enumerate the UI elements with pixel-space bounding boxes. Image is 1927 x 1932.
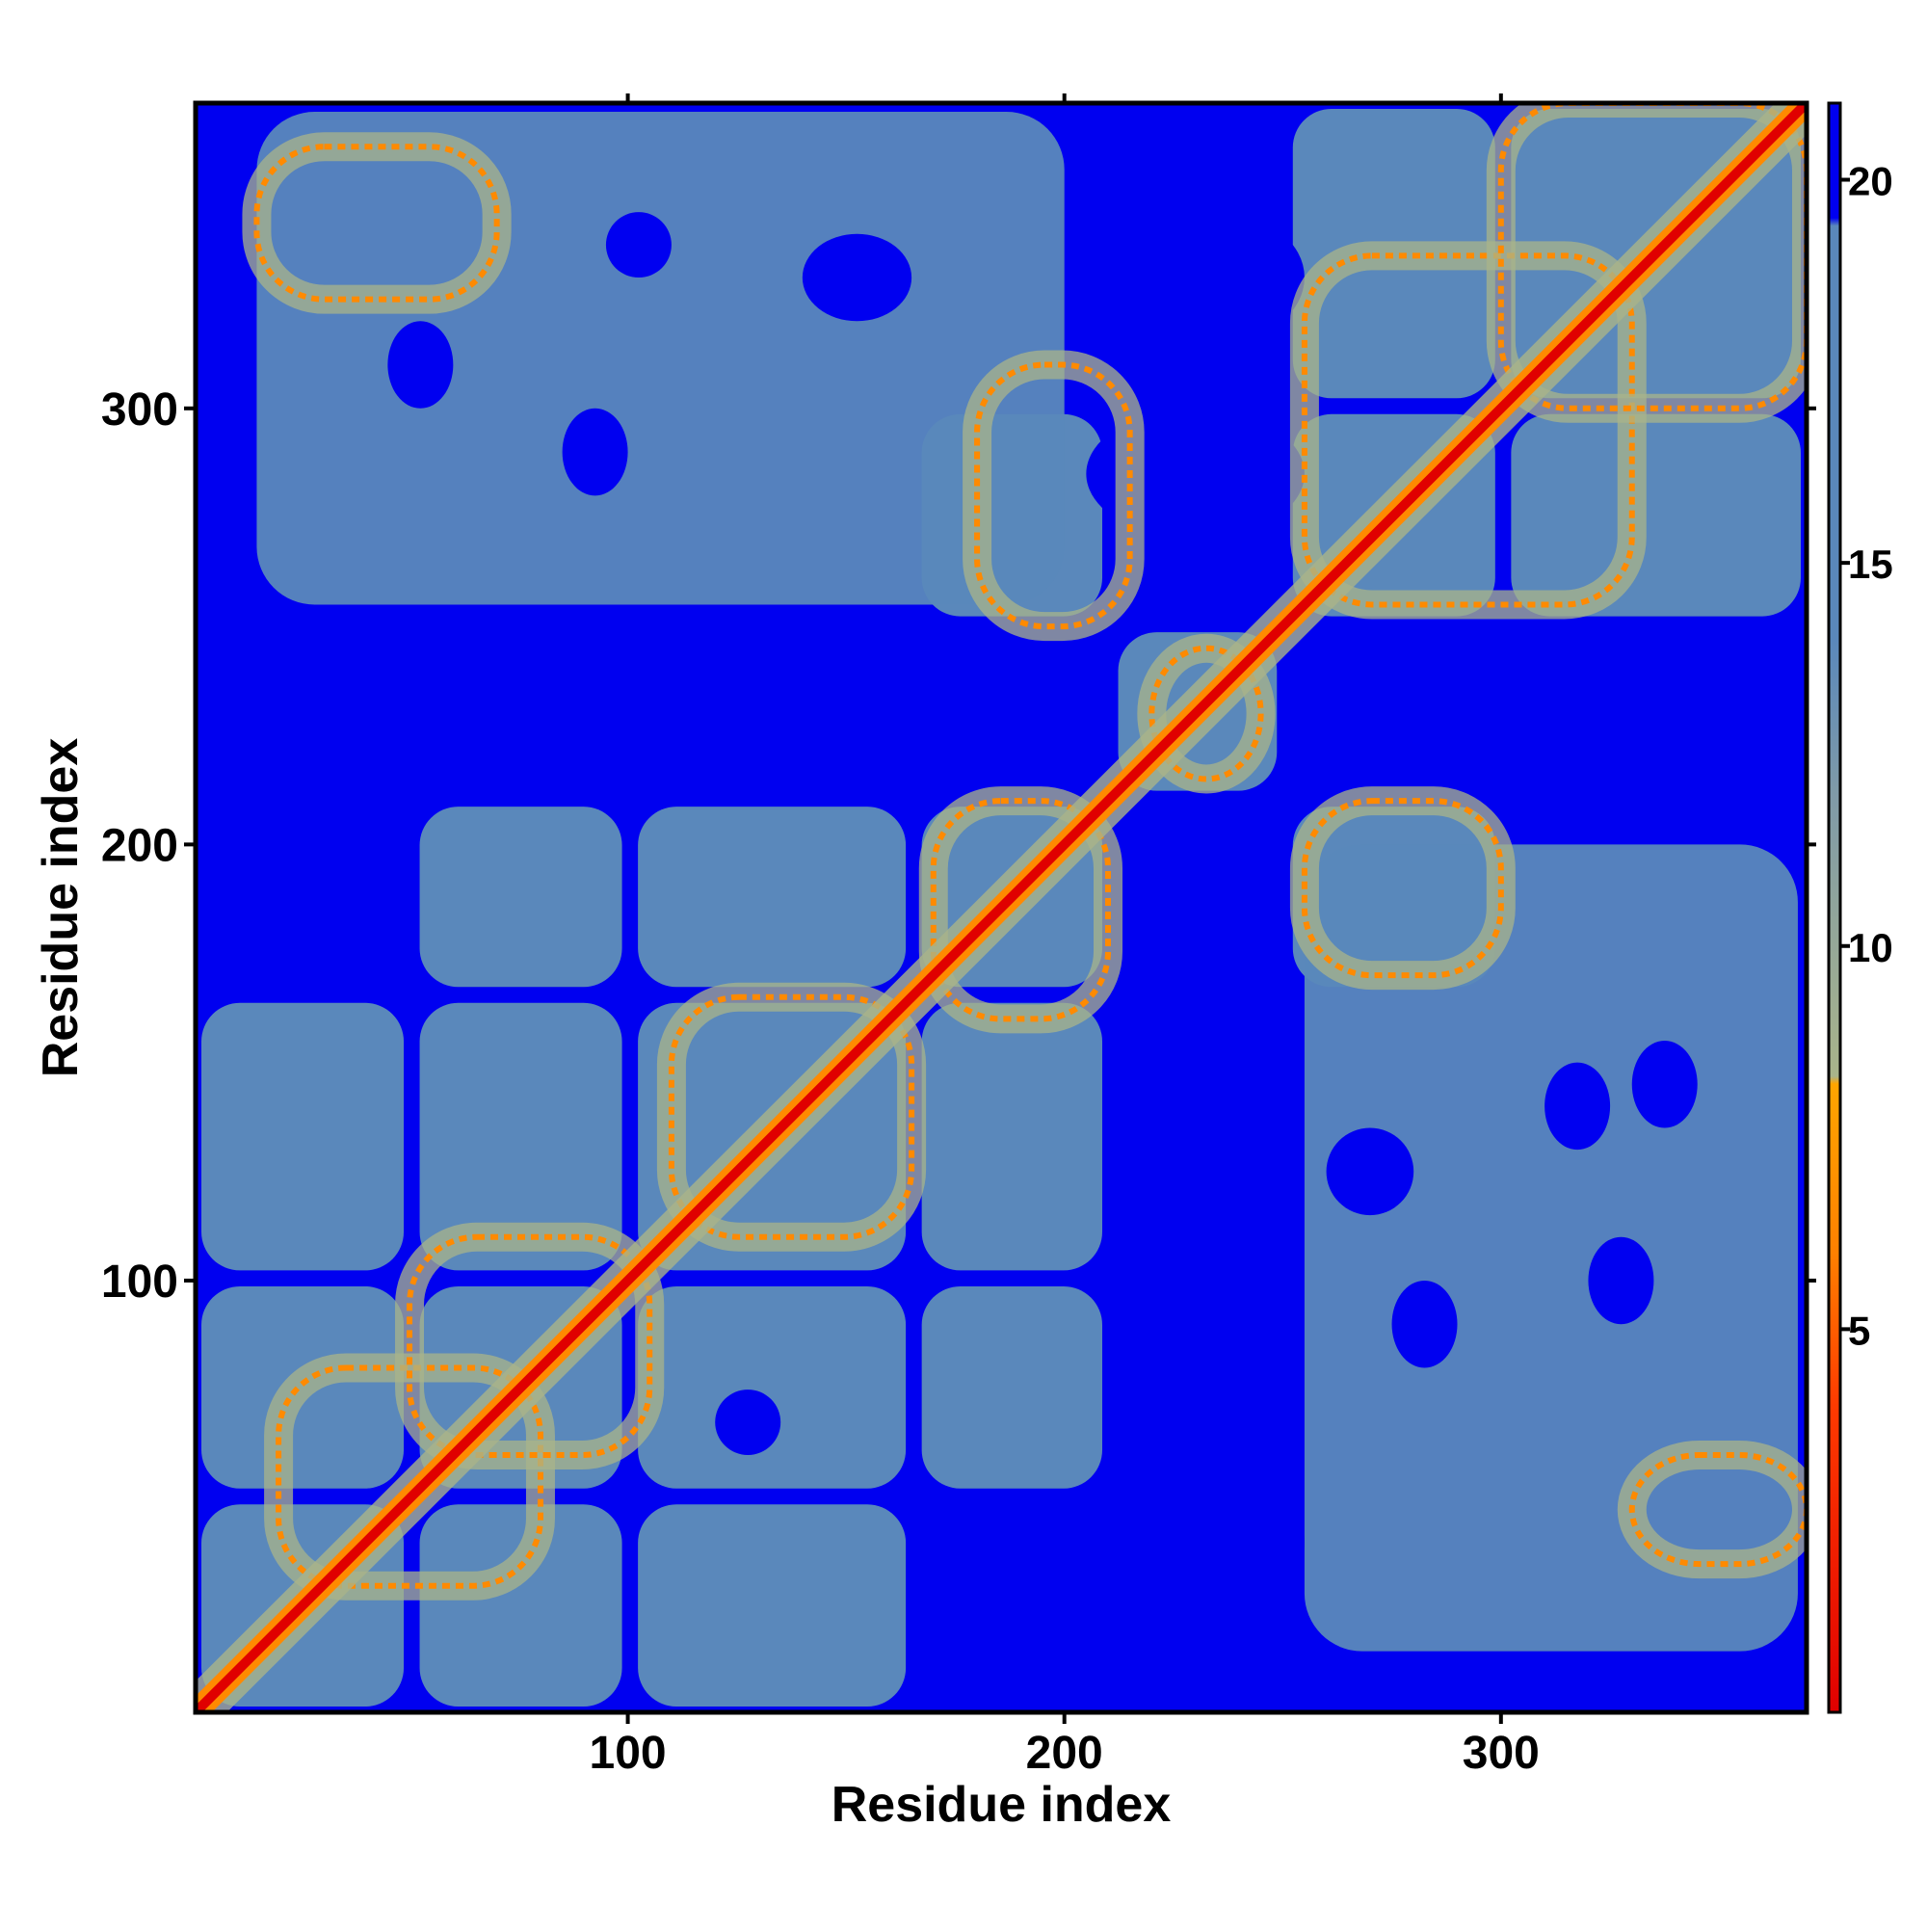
contact-band (1301, 252, 1635, 608)
far-distance-region (562, 408, 628, 496)
mid-distance-region (201, 1002, 405, 1271)
far-distance-region (802, 233, 912, 322)
far-distance-region (1129, 212, 1305, 343)
colorbar-gradient (1827, 101, 1842, 1714)
y-tick-label: 100 (101, 1257, 178, 1308)
x-axis-label: Residue index (832, 1777, 1172, 1833)
mid-distance-region (638, 807, 907, 988)
mid-distance-region (419, 807, 622, 988)
x-tick-label: 300 (1463, 1728, 1540, 1779)
contact-band (1301, 798, 1504, 979)
far-distance-region (933, 626, 1043, 714)
mid-distance-region (921, 1285, 1103, 1489)
contact-band (974, 361, 1133, 630)
colorbar-tick-label: 15 (1848, 542, 1893, 587)
far-distance-region (1544, 1062, 1611, 1151)
colorbar-tick-label: 5 (1848, 1308, 1870, 1353)
x-axis: 100 200 300 (590, 93, 1540, 1779)
contact-band (1497, 103, 1807, 411)
far-distance-region (1588, 1236, 1654, 1325)
contact-band (253, 144, 500, 303)
long-range-region (256, 112, 1065, 605)
y-axis-label: Residue index (33, 738, 89, 1078)
contact-band (276, 1364, 543, 1589)
contact-band (1628, 1451, 1807, 1568)
far-distance-region (1086, 1454, 1305, 1630)
colorbar-tick-label: 10 (1848, 925, 1893, 970)
contact-band (930, 798, 1112, 1022)
colorbar: 5 10 15 20 (1827, 101, 1893, 1714)
contact-band (1148, 645, 1264, 782)
x-tick-label: 200 (1026, 1728, 1103, 1779)
far-distance-region (387, 321, 454, 409)
far-distance-region (1173, 975, 1283, 1237)
mid-distance-region (638, 1504, 907, 1707)
y-tick-label: 300 (101, 384, 178, 436)
far-distance-region (1391, 1280, 1458, 1368)
contact-band (407, 1233, 653, 1458)
y-tick-label: 200 (101, 820, 178, 871)
x-tick-label: 100 (590, 1728, 667, 1779)
plot-frame (193, 100, 1809, 1715)
far-distance-region (605, 212, 672, 278)
far-distance-region (715, 1389, 781, 1455)
heatmap-layer (196, 103, 1807, 1712)
mid-distance-region (921, 1002, 1103, 1271)
mid-distance-region (419, 1504, 622, 1707)
mid-distance-region (419, 1002, 622, 1271)
contact-band (668, 993, 915, 1240)
far-distance-region (1326, 1127, 1414, 1216)
diagonal-self (196, 103, 1807, 1712)
mid-distance-region (1511, 413, 1801, 617)
mid-distance-region (638, 1285, 907, 1489)
colorbar-tick-label: 20 (1848, 159, 1893, 204)
far-distance-region (1631, 1041, 1698, 1128)
y-axis: 100 200 300 (101, 384, 1816, 1308)
